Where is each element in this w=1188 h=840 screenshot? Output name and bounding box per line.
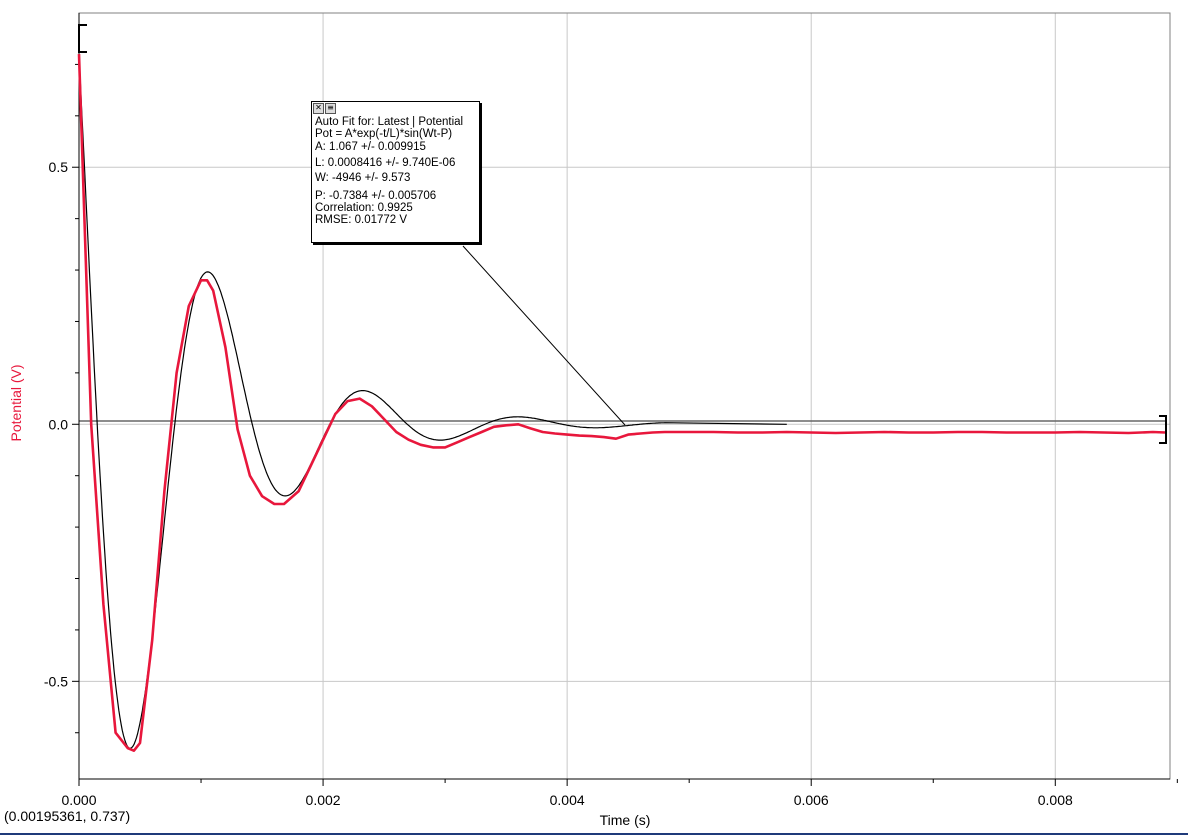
x-axis-label: Time (s) — [600, 812, 651, 828]
left-bracket[interactable] — [78, 24, 87, 53]
fit-leader-line — [462, 245, 626, 426]
x-tick-label: 0.002 — [306, 792, 341, 808]
fit-curve — [78, 55, 787, 749]
x-tick-label: 0.006 — [794, 792, 829, 808]
fit-rmse: RMSE: 0.01772 V — [315, 213, 408, 226]
fit-param-w: W: -4946 +/- 9.573 — [315, 172, 411, 184]
plot-frame — [78, 12, 1171, 780]
y-axis-label: Potential (V) — [8, 364, 24, 441]
fit-title: Auto Fit for: Latest | Potential — [315, 116, 464, 128]
y-tick-label: 0.0 — [49, 416, 69, 432]
fit-equation: Pot = A*exp(-t/L)*sin(Wt-P) — [315, 128, 453, 140]
fit-param-p: P: -0.7384 +/- 0.005706 — [315, 189, 437, 202]
close-icon[interactable]: ✕ — [313, 103, 324, 114]
auto-fit-box[interactable]: ✕ ≡ Auto Fit for: Latest | Potential Pot… — [311, 101, 480, 243]
potential-curve[interactable] — [77, 54, 1166, 752]
x-tick-label: 0.000 — [61, 792, 96, 808]
fit-param-a: A: 1.067 +/- 0.009915 — [315, 141, 426, 153]
fit-param-l: L: 0.0008416 +/- 9.740E-06 — [315, 156, 456, 169]
coordinate-readout: (0.00195361, 0.737) — [4, 808, 131, 824]
right-bracket[interactable] — [1159, 415, 1167, 444]
fit-correlation: Correlation: 0.9925 — [315, 201, 413, 214]
x-tick-label: 0.008 — [1038, 792, 1073, 808]
menu-icon[interactable]: ≡ — [325, 103, 336, 114]
grid — [79, 13, 1170, 779]
y-tick-label: -0.5 — [44, 673, 68, 689]
y-tick-label: 0.5 — [49, 159, 69, 175]
x-tick-label: 0.004 — [550, 792, 585, 808]
